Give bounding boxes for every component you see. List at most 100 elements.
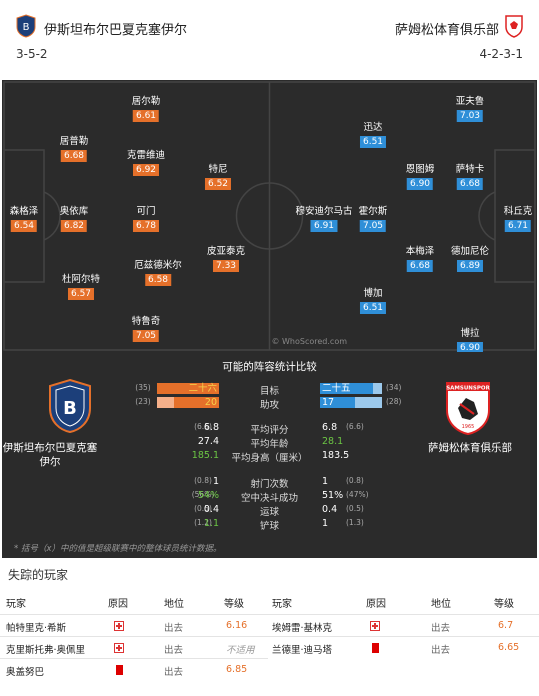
missing-player-name[interactable]: 兰德里·迪马塔 bbox=[272, 645, 333, 656]
home-stat-value: 27.4 bbox=[197, 436, 219, 447]
svg-text:B: B bbox=[63, 398, 77, 419]
away-player[interactable]: 迅达 6.51 bbox=[359, 122, 387, 148]
home-team-name[interactable]: 伊斯坦布尔巴夏克塞伊尔 bbox=[44, 23, 188, 38]
stat-label: 平均年龄 bbox=[250, 439, 289, 450]
home-team-badge: B bbox=[49, 378, 91, 434]
lineup-stats-comparison: 可能的阵容统计比较 B 伊斯坦布尔巴夏克塞伊尔 SAMSUNSPOR 1965 … bbox=[2, 352, 537, 558]
player-rating: 6.51 bbox=[359, 302, 387, 314]
missing-rating: 6.7 bbox=[498, 620, 514, 631]
player-name[interactable]: 博拉 bbox=[460, 328, 480, 339]
player-rating: 7.05 bbox=[359, 220, 387, 232]
player-rating: 6.68 bbox=[456, 178, 484, 190]
player-rating: 6.68 bbox=[406, 260, 434, 272]
svg-text:1965: 1965 bbox=[462, 424, 475, 430]
home-player[interactable]: 皮亚泰克 7.33 bbox=[207, 246, 245, 272]
home-team-logo: B bbox=[16, 14, 36, 38]
home-player[interactable]: 居普勒 6.68 bbox=[59, 136, 89, 162]
player-name[interactable]: 迅达 bbox=[363, 122, 383, 133]
home-stat-value: 6.8 bbox=[203, 422, 219, 433]
away-player[interactable]: 萨特卡 6.68 bbox=[455, 164, 485, 190]
away-header-reason: 原因 bbox=[366, 599, 386, 610]
player-name[interactable]: 萨特卡 bbox=[455, 164, 485, 175]
away-player[interactable]: 科丘克 6.71 bbox=[503, 206, 533, 232]
home-player[interactable]: 奥依库 6.82 bbox=[59, 206, 89, 232]
home-player[interactable]: 居尔勒 6.61 bbox=[131, 96, 161, 122]
missing-player-name[interactable]: 埃姆雷·基林克 bbox=[272, 623, 333, 634]
player-name[interactable]: 特尼 bbox=[208, 164, 228, 175]
away-player[interactable]: 恩图姆 6.90 bbox=[405, 164, 435, 190]
home-player[interactable]: 森格泽 6.54 bbox=[9, 206, 39, 232]
player-name[interactable]: 本梅泽 bbox=[405, 246, 435, 257]
away-player[interactable]: 霍尔斯 7.05 bbox=[358, 206, 388, 232]
away-missing-row[interactable]: 兰德里·迪马塔 出去 6.65 bbox=[268, 636, 539, 658]
home-league-value: (1.2) bbox=[194, 518, 212, 527]
player-name[interactable]: 恩图姆 bbox=[405, 164, 435, 175]
stat-row: 185.1 平均身高（厘米） 183.5 bbox=[2, 450, 537, 464]
player-name[interactable]: 可门 bbox=[136, 206, 156, 217]
away-league-value: (0.5) bbox=[346, 504, 364, 513]
home-player[interactable]: 特鲁奇 7.05 bbox=[131, 316, 161, 342]
player-name[interactable]: 特鲁奇 bbox=[131, 316, 161, 327]
red-card-icon bbox=[372, 643, 379, 653]
stat-row: (0.8) 1 射门次数 1 (0.8) bbox=[2, 476, 537, 490]
away-league-value: (47%) bbox=[346, 490, 369, 499]
home-stat-value: 54% bbox=[197, 490, 219, 501]
away-stat-value: 28.1 bbox=[322, 436, 344, 447]
player-name[interactable]: 穆安迪尔马古 bbox=[295, 206, 353, 217]
stat-label: 铲球 bbox=[259, 521, 279, 532]
player-name[interactable]: 杜阿尔特 bbox=[61, 274, 101, 285]
pitch-lines bbox=[3, 81, 536, 351]
away-header-player: 玩家 bbox=[272, 599, 292, 610]
away-missing-row[interactable]: 埃姆雷·基林克 出去 6.7 bbox=[268, 614, 539, 636]
player-name[interactable]: 居尔勒 bbox=[131, 96, 161, 107]
home-missing-row[interactable]: 奥盖努巴 出去 6.85 bbox=[0, 658, 268, 680]
home-missing-row[interactable]: 克里斯托弗·奥佩里 出去 不适用 bbox=[0, 636, 268, 658]
match-header: B 伊斯坦布尔巴夏克塞伊尔 3-5-2 萨姆松体育俱乐部 4-2-3-1 bbox=[0, 0, 539, 78]
missing-player-name[interactable]: 奥盖努巴 bbox=[6, 667, 45, 678]
away-player[interactable]: 亚夫鲁 7.03 bbox=[455, 96, 485, 122]
home-player[interactable]: 杜阿尔特 6.57 bbox=[62, 274, 100, 300]
player-rating: 6.78 bbox=[132, 220, 160, 232]
player-name[interactable]: 皮亚泰克 bbox=[206, 246, 246, 257]
home-missing-row[interactable]: 帕特里克·希斯 出去 6.16 bbox=[0, 614, 268, 636]
player-name[interactable]: 厄兹德米尔 bbox=[134, 260, 182, 271]
player-name[interactable]: 科丘克 bbox=[503, 206, 533, 217]
missing-player-name[interactable]: 帕特里克·希斯 bbox=[6, 623, 67, 634]
away-team-label[interactable]: 萨姆松体育俱乐部 bbox=[428, 442, 512, 454]
away-team-name[interactable]: 萨姆松体育俱乐部 bbox=[394, 23, 499, 38]
home-stat-bar: 20 bbox=[157, 397, 219, 408]
home-player[interactable]: 特尼 6.52 bbox=[204, 164, 232, 190]
pitch: 居尔勒 6.61 居普勒 6.68 克雷维迪 6.92 特尼 6.52 森格泽 6.54 奥依库 6.… bbox=[2, 80, 537, 352]
player-name[interactable]: 森格泽 bbox=[9, 206, 39, 217]
missing-status: 出去 bbox=[431, 645, 451, 656]
away-player[interactable]: 穆安迪尔马古 6.91 bbox=[295, 206, 353, 232]
player-name[interactable]: 居普勒 bbox=[59, 136, 89, 147]
home-league-value: (35) bbox=[135, 383, 151, 392]
home-player[interactable]: 可门 6.78 bbox=[132, 206, 160, 232]
home-player[interactable]: 克雷维迪 6.92 bbox=[127, 150, 165, 176]
injury-icon bbox=[114, 643, 124, 653]
stat-label: 平均身高（厘米） bbox=[231, 453, 308, 464]
away-player[interactable]: 博拉 6.90 bbox=[456, 328, 484, 352]
player-rating: 6.58 bbox=[144, 274, 172, 286]
away-player[interactable]: 本梅泽 6.68 bbox=[405, 246, 435, 272]
away-player[interactable]: 博加 6.51 bbox=[359, 288, 387, 314]
stat-bar-row: (23) 20 助攻 17 (28) bbox=[2, 397, 537, 411]
player-name[interactable]: 亚夫鲁 bbox=[455, 96, 485, 107]
missing-player-name[interactable]: 克里斯托弗·奥佩里 bbox=[6, 645, 86, 656]
home-stat-value: 20 bbox=[204, 397, 217, 408]
player-rating: 6.90 bbox=[456, 342, 484, 352]
away-header-rating: 等级 bbox=[494, 599, 514, 610]
stat-label: 平均评分 bbox=[250, 425, 289, 436]
player-name[interactable]: 奥依库 bbox=[59, 206, 89, 217]
player-name[interactable]: 德加尼伦 bbox=[450, 246, 490, 257]
away-stat-bar: 二十五 bbox=[320, 383, 382, 394]
player-name[interactable]: 霍尔斯 bbox=[358, 206, 388, 217]
away-player[interactable]: 德加尼伦 6.89 bbox=[451, 246, 489, 272]
home-stat-value: 1 bbox=[212, 476, 219, 487]
home-player[interactable]: 厄兹德米尔 6.58 bbox=[134, 260, 182, 286]
player-name[interactable]: 克雷维迪 bbox=[126, 150, 166, 161]
away-team-badge: SAMSUNSPOR 1965 bbox=[446, 382, 491, 436]
player-name[interactable]: 博加 bbox=[363, 288, 383, 299]
home-team-label[interactable]: 伊斯坦布尔巴夏克塞伊尔 bbox=[2, 442, 98, 468]
